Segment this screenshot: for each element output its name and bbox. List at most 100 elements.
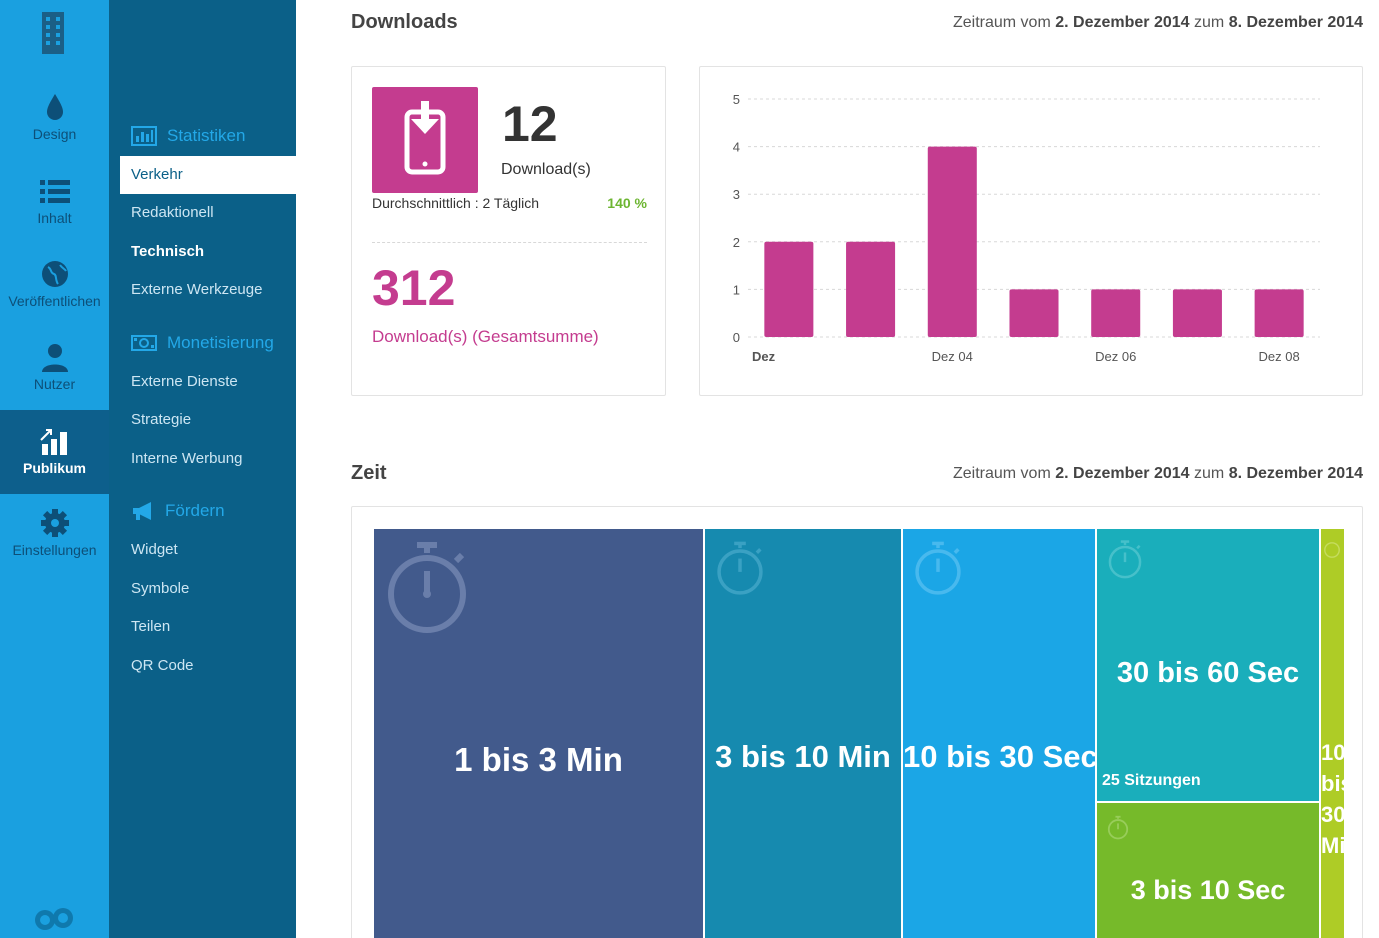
downloads-count-label: Download(s): [501, 161, 591, 178]
x-tick-label: Dez 08: [1259, 349, 1300, 364]
stopwatch-icon: [717, 541, 763, 595]
section-statistiken[interactable]: Statistiken: [131, 124, 245, 148]
rail-label-inhalt: Inhalt: [37, 210, 72, 226]
treemap-tile-3-10-min[interactable]: 3 bis 10 Min: [705, 529, 901, 938]
megaphone-icon: [133, 502, 151, 520]
downloads-percent: 140 %: [607, 195, 647, 211]
treemap-tile-10-30-sec[interactable]: 10 bis 30 Sec: [903, 529, 1095, 938]
treemap-tile-3-10-sec[interactable]: 3 bis 10 Sec: [1097, 803, 1319, 938]
y-tick-label: 0: [733, 330, 740, 345]
stopwatch-icon: [915, 541, 961, 595]
range-start: 2. Dezember 2014: [1055, 14, 1190, 31]
rail-label-veroeffentlichen: Veröffentlichen: [8, 293, 101, 309]
rail-item-nutzer[interactable]: Nutzer: [0, 342, 109, 426]
rail-item-einstellungen[interactable]: Einstellungen: [0, 508, 109, 592]
sidebar-item-redaktionell[interactable]: Redaktionell: [131, 204, 214, 221]
bar: [846, 241, 896, 337]
downloads-total-label: Download(s) (Gesamtsumme): [372, 327, 599, 346]
section-title-statistiken: Statistiken: [167, 126, 246, 145]
sidebar-item-teilen[interactable]: Teilen: [131, 618, 171, 635]
zeit-date-range: Zeitraum vom 2. Dezember 2014 zum 8. Dez…: [953, 465, 1363, 483]
bar: [927, 146, 977, 337]
stats-icon: [131, 126, 157, 146]
rail-item-publikum[interactable]: Publikum: [0, 410, 109, 494]
stopwatch-icon: [1324, 542, 1340, 558]
sidebar-item-externe-dienste[interactable]: Externe Dienste: [131, 373, 238, 390]
user-icon: [41, 344, 68, 372]
sidebar-item-interne-werbung[interactable]: Interne Werbung: [131, 450, 243, 467]
downloads-chart-card: 0 1 2 3 4 5 Dez Dez 04 Dez 06 Dez 08: [699, 66, 1363, 396]
rail-item-veroeffentlichen[interactable]: Veröffentlichen: [0, 259, 109, 343]
stopwatch-icon: [388, 542, 466, 633]
money-icon: [131, 335, 157, 351]
range-end: 8. Dezember 2014: [1228, 14, 1363, 31]
range-mid: zum: [1194, 14, 1225, 31]
list-icon: [39, 180, 70, 203]
y-tick-label: 4: [733, 140, 740, 155]
treemap-tile-10-30-min[interactable]: 10 bis 30 Mi: [1321, 529, 1344, 938]
sidebar-item-technisch[interactable]: Technisch: [131, 243, 205, 260]
downloads-total: 312: [372, 260, 456, 316]
sidebar-item-label: Verkehr: [131, 166, 183, 183]
sidebar-item-widget[interactable]: Widget: [131, 541, 178, 558]
sidebar-item-strategie[interactable]: Strategie: [131, 411, 192, 428]
rail-label-publikum: Publikum: [22, 460, 86, 476]
section-title-monetisierung: Monetisierung: [167, 333, 274, 352]
divider: [372, 242, 647, 243]
building-icon: [42, 12, 64, 54]
bar: [764, 241, 814, 337]
y-tick-label: 3: [733, 187, 740, 202]
range-mid: zum: [1194, 465, 1225, 482]
x-tick-label: Dez: [752, 349, 776, 364]
range-start: 2. Dezember 2014: [1055, 465, 1190, 482]
section-title-foerdern: Fördern: [165, 501, 225, 520]
bar: [1172, 289, 1222, 337]
globe-icon: [41, 261, 68, 287]
stopwatch-icon: [1108, 540, 1142, 579]
y-tick-label: 5: [733, 92, 740, 107]
zeit-title: Zeit: [351, 462, 387, 484]
tile-sessions: 25 Sitzungen: [1102, 772, 1201, 789]
tile-label: 10 bis 30 Sec: [903, 739, 1095, 774]
mascot-icon: [35, 908, 73, 930]
y-tick-label: 1: [733, 282, 740, 297]
downloads-date-range: Zeitraum vom 2. Dezember 2014 zum 8. Dez…: [953, 14, 1363, 32]
downloads-count: 12: [502, 96, 558, 152]
x-tick-label: Dez 04: [932, 349, 973, 364]
downloads-average: Durchschnittlich : 2 Täglich: [372, 195, 540, 211]
download-phone-icon: [372, 87, 478, 193]
section-monetisierung[interactable]: Monetisierung: [131, 331, 274, 355]
sidebar-item-externe-werkzeuge[interactable]: Externe Werkzeuge: [131, 281, 263, 298]
downloads-title: Downloads: [351, 11, 458, 33]
range-end: 8. Dezember 2014: [1228, 465, 1363, 482]
stopwatch-icon: [1107, 815, 1129, 840]
bar: [1091, 289, 1141, 337]
rail-item-design[interactable]: Design: [0, 92, 109, 176]
rail-item-inhalt[interactable]: Inhalt: [0, 176, 109, 260]
bar: [1254, 289, 1304, 337]
sub-sidebar: Statistiken Verkehr Redaktionell Technis…: [109, 0, 296, 938]
tile-label: 10 bis 30 Mi: [1321, 740, 1344, 858]
treemap-tile-1-3-min[interactable]: 1 bis 3 Min: [374, 529, 703, 938]
section-foerdern[interactable]: Fördern: [131, 499, 225, 523]
downloads-bar-chart: 0 1 2 3 4 5 Dez Dez 04 Dez 06 Dez 08: [733, 92, 1320, 364]
range-prefix: Zeitraum vom: [952, 14, 1051, 31]
tile-label: 3 bis 10 Sec: [1130, 875, 1286, 905]
bar: [1009, 289, 1059, 337]
y-tick-label: 2: [733, 235, 740, 250]
tile-label: 3 bis 10 Min: [715, 739, 891, 774]
sidebar-item-symbole[interactable]: Symbole: [131, 580, 190, 597]
gear-icon: [40, 509, 69, 537]
tile-label: 1 bis 3 Min: [454, 741, 623, 778]
downloads-summary-card: 12 Download(s) Durchschnittlich : 2 Tägl…: [351, 66, 666, 396]
tile-label: 30 bis 60 Sec: [1116, 657, 1300, 689]
treemap-tile-30-60-sec[interactable]: 30 bis 60 Sec 25 Sitzungen: [1097, 529, 1319, 801]
sidebar-item-verkehr[interactable]: Verkehr: [120, 156, 296, 194]
rail-label-einstellungen: Einstellungen: [12, 542, 97, 558]
main-rail: Design Inhalt Veröffentlichen Nutzer Pub…: [0, 0, 109, 938]
x-tick-label: Dez 06: [1095, 349, 1136, 364]
range-prefix: Zeitraum vom: [952, 465, 1051, 482]
drop-icon: [46, 94, 63, 120]
sidebar-item-qr-code[interactable]: QR Code: [131, 657, 194, 674]
rail-label-nutzer: Nutzer: [33, 376, 76, 392]
